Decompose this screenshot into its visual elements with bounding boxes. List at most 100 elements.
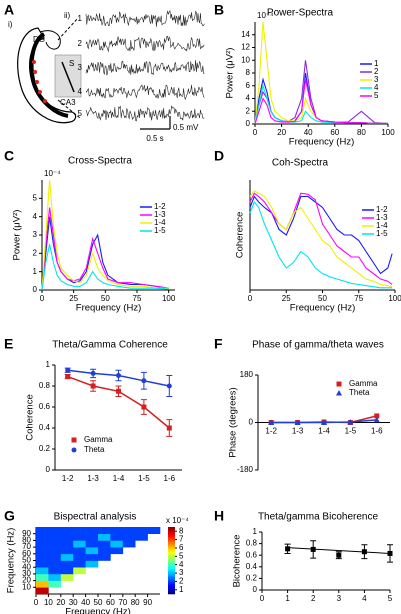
heatmap-cell — [73, 567, 86, 575]
x-tick-label: 30 — [69, 598, 78, 607]
series-line — [41, 216, 169, 291]
colorbar-segment — [168, 565, 175, 568]
y-tick-label: 70 — [22, 542, 31, 551]
heatmap-cell — [85, 533, 99, 541]
legend-label: 1-4 — [376, 221, 388, 230]
point — [90, 370, 96, 376]
y-tick-label: 180 — [240, 370, 254, 379]
colorbar-segment — [168, 577, 175, 580]
trace-label: 2 — [78, 39, 83, 48]
x-tick-label: 100 — [388, 294, 401, 303]
colorbar-segment — [168, 567, 175, 570]
y-tick-label: 10 — [22, 582, 31, 591]
x-axis-label: Frequency (Hz) — [65, 607, 130, 614]
heatmap-cell — [122, 527, 136, 534]
x-tick-label: 80 — [131, 598, 140, 607]
colorbar-segment — [168, 542, 175, 545]
y-tick-label: 1 — [46, 360, 51, 369]
chart-title: Coh-Spectra — [272, 158, 329, 169]
inset-box — [54, 54, 82, 98]
point — [361, 549, 367, 555]
legend-label: Theta — [84, 445, 105, 454]
lfp-trace — [85, 10, 205, 27]
lfp-trace — [85, 84, 205, 101]
x-tick-label: 0 — [248, 294, 253, 303]
x-tick-label: 90 — [143, 598, 152, 607]
series-line — [41, 179, 169, 291]
colorbar-segment — [168, 572, 175, 575]
colorbar-segment — [168, 553, 175, 556]
heatmap-cell — [73, 533, 86, 541]
x-tick-label: 80 — [357, 128, 366, 137]
x-tick-label: 50 — [94, 598, 103, 607]
lfp-trace — [85, 105, 205, 122]
legend-swatch — [336, 381, 342, 387]
scale-label: 0.5 s — [146, 134, 163, 143]
y-tick-label: -180 — [237, 465, 254, 474]
heatmap-cell — [110, 533, 124, 541]
x-tick-label: 10 — [44, 598, 53, 607]
legend-label: 1-4 — [154, 218, 166, 227]
y-tick-label: 20 — [22, 576, 31, 585]
electrode-site — [33, 70, 37, 74]
chart-title: Phase of gamma/theta waves — [252, 340, 384, 351]
legend-label: 1-5 — [154, 226, 166, 235]
legend-label: 1 — [374, 59, 379, 68]
heatmap-cell — [98, 540, 111, 548]
legend-label: 2 — [374, 67, 379, 76]
y-tick-label: 12 — [241, 43, 250, 52]
colorbar-label: 5 — [179, 551, 184, 560]
sub-label: i) — [8, 20, 13, 29]
colorbar-segment — [168, 575, 175, 578]
x-tick-label: 5 — [388, 594, 393, 603]
dashed-line — [57, 17, 79, 41]
series-line — [249, 190, 393, 288]
x-tick-label: 0 — [40, 294, 45, 303]
heatmap-cell — [73, 553, 86, 561]
x-tick-label: 4 — [362, 594, 367, 603]
y-axis-label: Frequency (Hz) — [6, 528, 17, 593]
heatmap-cell — [122, 533, 136, 541]
x-tick-label: 40 — [81, 598, 90, 607]
x-tick-label: 1-5 — [345, 427, 357, 436]
heatmap-cell — [135, 533, 148, 541]
heatmap-cell — [73, 560, 86, 568]
colorbar-segment — [168, 592, 175, 595]
panel-label: D — [214, 148, 224, 164]
heatmap-cell — [85, 540, 99, 548]
colorbar-scale-label: x 10⁻⁴ — [166, 516, 189, 525]
colorbar-segment — [168, 583, 175, 586]
x-tick-label: 2 — [311, 594, 316, 603]
trace-label: 3 — [78, 63, 83, 72]
lfp-trace — [85, 60, 205, 76]
heatmap-cell — [60, 533, 74, 541]
colorbar-label: 2 — [179, 577, 184, 586]
point — [166, 383, 172, 389]
heatmap-cell — [36, 580, 49, 588]
colorbar-segment — [168, 590, 175, 593]
x-tick-label: 20 — [277, 128, 286, 137]
series-line — [249, 200, 393, 289]
x-axis-label: Frequency (Hz) — [290, 303, 355, 314]
point — [294, 419, 301, 425]
y-tick-label: 0 — [46, 465, 51, 474]
point — [374, 413, 380, 419]
point — [387, 550, 393, 556]
heatmap-cell — [36, 540, 49, 548]
heatmap-cell — [110, 547, 124, 555]
y-tick-label: 2 — [246, 106, 251, 115]
y-tick-label: 3 — [33, 230, 38, 239]
sub-label: ii) — [64, 11, 71, 20]
legend-swatch — [336, 390, 342, 396]
legend-label: 1-5 — [376, 229, 388, 238]
x-tick-label: 1-2 — [62, 474, 74, 483]
panel-label: A — [4, 2, 14, 18]
x-tick-label: 1-6 — [164, 474, 176, 483]
point — [141, 378, 147, 384]
chart-title: Theta/Gamma Coherence — [52, 340, 168, 351]
heatmap-cell — [85, 547, 99, 555]
x-tick-label: 1-2 — [265, 427, 277, 436]
y-tick-label: 0 — [249, 418, 254, 427]
point — [336, 552, 342, 558]
